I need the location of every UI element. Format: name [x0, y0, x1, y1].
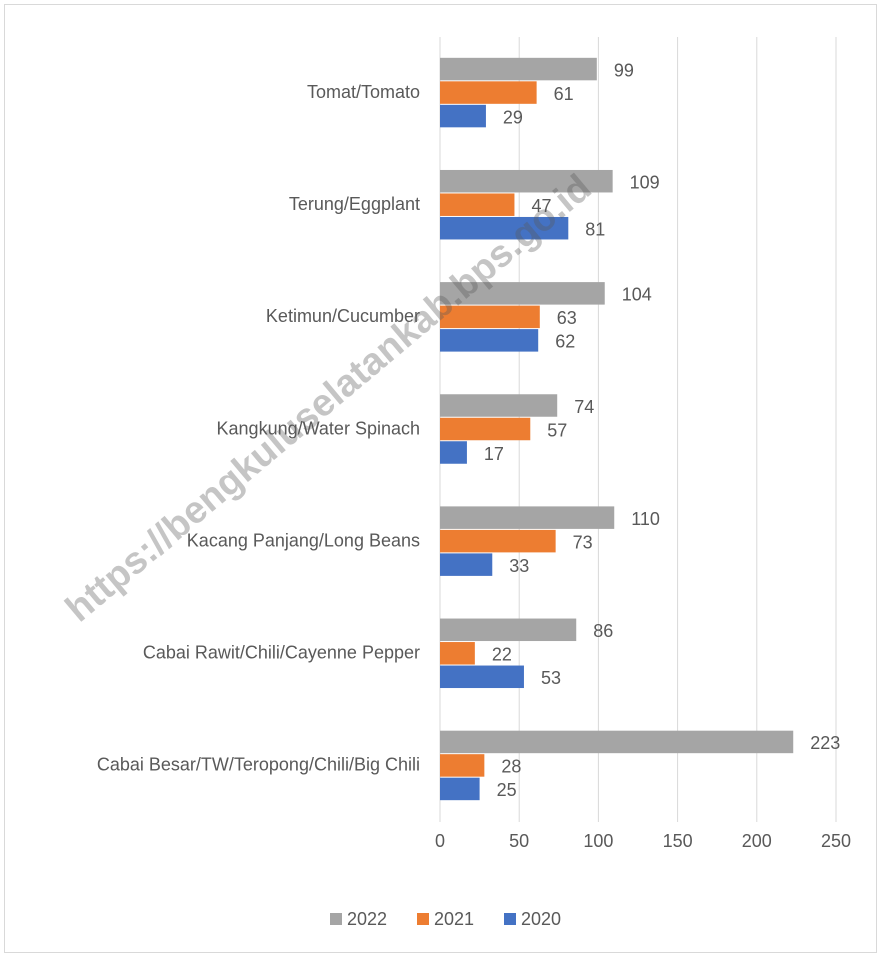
bar — [440, 529, 556, 553]
data-label: 109 — [630, 172, 660, 192]
data-label: 28 — [501, 757, 521, 777]
category-label: Terung/Eggplant — [289, 194, 420, 214]
x-tick-label: 0 — [435, 831, 445, 851]
data-label: 104 — [622, 285, 652, 305]
bar — [440, 193, 515, 216]
data-label: 47 — [531, 196, 551, 216]
bar — [440, 216, 569, 240]
data-label: 86 — [593, 621, 613, 641]
data-label: 63 — [557, 308, 577, 328]
legend-swatch — [504, 913, 516, 925]
data-label: 57 — [547, 420, 567, 440]
data-label: 74 — [574, 397, 594, 417]
bar — [440, 642, 475, 665]
bar — [440, 282, 605, 305]
bar — [440, 506, 615, 529]
x-tick-label: 50 — [509, 831, 529, 851]
x-tick-label: 100 — [583, 831, 613, 851]
data-label: 22 — [492, 645, 512, 665]
legend-label: 2022 — [347, 909, 387, 929]
data-label: 29 — [503, 107, 523, 127]
category-label: Kangkung/Water Spinach — [217, 418, 420, 438]
bar — [440, 417, 531, 441]
data-label: 81 — [585, 219, 605, 239]
data-label: 61 — [554, 84, 574, 104]
data-label: 53 — [541, 668, 561, 688]
x-tick-label: 250 — [821, 831, 851, 851]
bar — [440, 618, 577, 642]
bar — [440, 777, 480, 801]
data-label: 223 — [810, 733, 840, 753]
category-label: Cabai Besar/TW/Teropong/Chili/Big Chili — [97, 755, 420, 775]
bar — [440, 305, 540, 329]
bar — [440, 169, 613, 193]
category-label: Cabai Rawit/Chili/Cayenne Pepper — [143, 643, 420, 663]
legend-swatch — [417, 913, 429, 925]
category-label: Kacang Panjang/Long Beans — [187, 530, 420, 550]
legend-label: 2020 — [521, 909, 561, 929]
x-tick-label: 200 — [742, 831, 772, 851]
bar — [440, 81, 537, 104]
data-label: 62 — [555, 332, 575, 352]
bar — [440, 441, 467, 464]
data-label: 99 — [614, 60, 634, 80]
data-label: 110 — [631, 509, 660, 529]
bar — [440, 730, 794, 754]
bar — [440, 553, 493, 576]
bar — [440, 104, 486, 128]
bar — [440, 57, 597, 81]
data-label: 33 — [509, 556, 529, 576]
category-label: Tomat/Tomato — [307, 82, 420, 102]
category-label: Ketimun/Cucumber — [266, 306, 420, 326]
data-label: 73 — [573, 532, 593, 552]
bar — [440, 394, 558, 417]
legend-label: 2021 — [434, 909, 474, 929]
data-label: 25 — [497, 780, 517, 800]
bar — [440, 329, 539, 352]
x-tick-label: 150 — [663, 831, 693, 851]
bar — [440, 754, 485, 777]
bar — [440, 665, 524, 689]
legend-swatch — [330, 913, 342, 925]
data-label: 17 — [484, 444, 504, 464]
